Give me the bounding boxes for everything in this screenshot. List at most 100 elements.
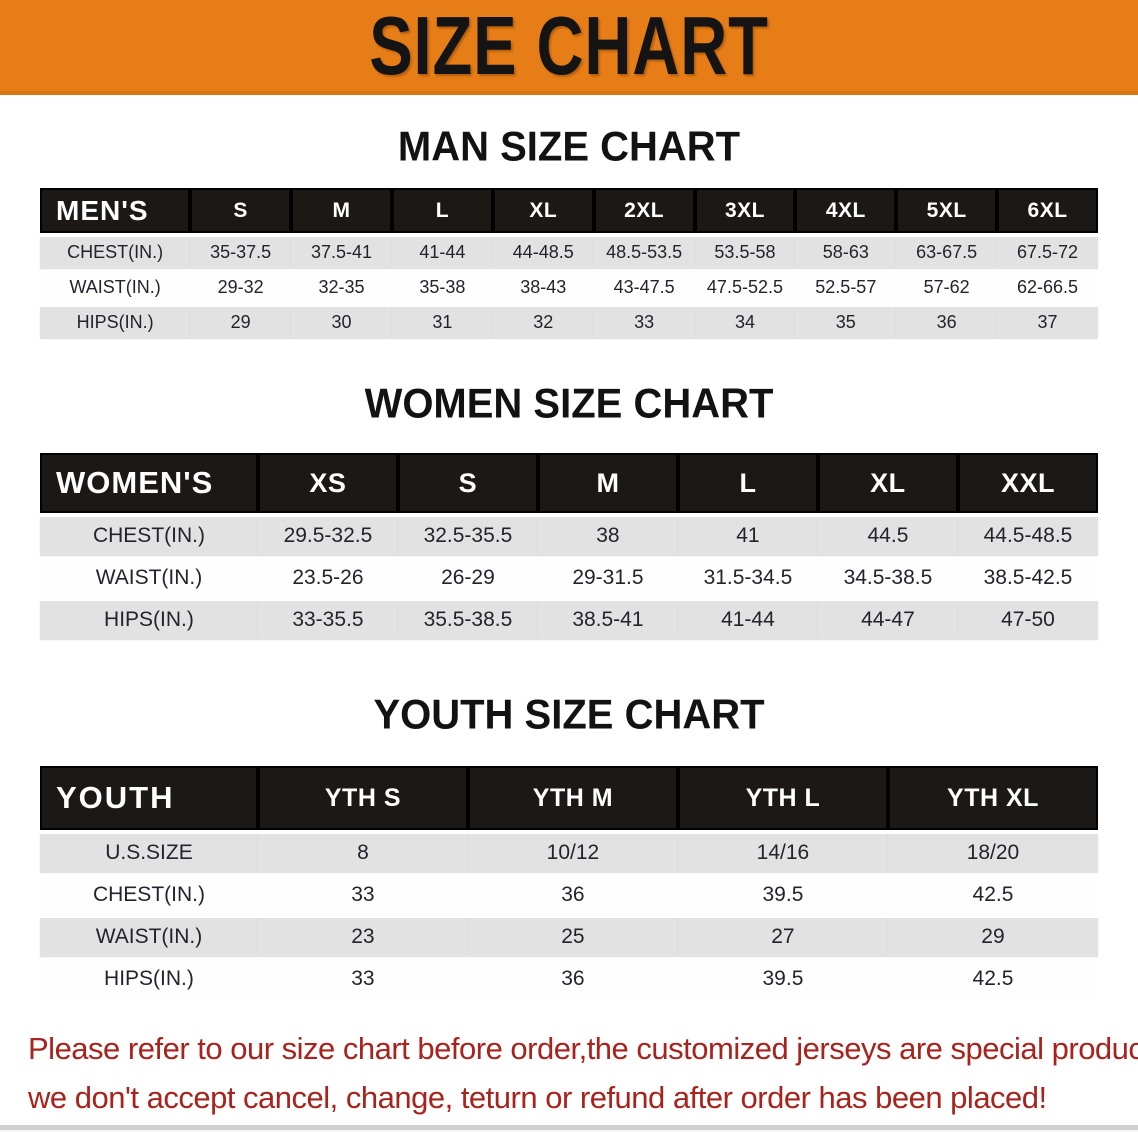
section-heading: MAN SIZE CHART [397,123,741,171]
size-value-cell: 27 [677,918,888,956]
size-value-cell: 29.5-32.5 [257,517,398,555]
table-row: HIPS(IN.) 29 30 31 32 33 34 35 36 37 [40,307,1098,338]
size-value-cell: 26-29 [397,559,538,597]
row-label: CHEST(IN.) [40,876,258,914]
size-value-cell: 32-35 [291,272,392,303]
table-row: WAIST(IN.) 23 25 27 29 [40,918,1098,956]
size-value-cell: 38-43 [492,272,594,303]
bottom-divider [0,1125,1138,1132]
size-table: YOUTH YTH S YTH M YTH L YTH XL U.S.SIZE 8 10/12… [40,762,1098,1002]
size-value-cell: 29-31.5 [537,559,678,597]
size-value-cell: 33 [593,307,695,338]
table-corner-label: WOMEN'S [40,453,258,513]
row-label: HIPS(IN.) [40,307,191,338]
chart-section: YOUTH SIZE CHART YOUTH YTH S YTH M YTH L YTH … [0,691,1138,1002]
size-value-cell: 41-44 [677,601,818,639]
row-label: WAIST(IN.) [40,918,258,956]
table-header-row: WOMEN'S XS S M L XL XXL [40,453,1098,513]
row-label: CHEST(IN.) [40,237,191,268]
size-value-cell: 44-47 [817,601,958,639]
size-column-header: 5XL [896,188,998,233]
size-value-cell: 38.5-42.5 [957,559,1098,597]
size-value-cell: 37.5-41 [291,237,392,268]
size-value-cell: 63-67.5 [896,237,998,268]
banner: SIZE CHART [0,0,1138,95]
size-value-cell: 29-32 [190,272,292,303]
size-column-header: S [190,188,292,233]
size-value-cell: 37 [997,307,1098,338]
table-row: HIPS(IN.) 33 36 39.5 42.5 [40,960,1098,998]
size-value-cell: 53.5-58 [694,237,796,268]
row-label: WAIST(IN.) [40,559,258,597]
size-value-cell: 62-66.5 [997,272,1098,303]
size-column-header: 4XL [795,188,897,233]
page-title: SIZE CHART [369,0,769,92]
size-column-header: YTH S [257,766,468,830]
size-value-cell: 39.5 [677,876,888,914]
size-column-header: XXL [957,453,1098,513]
chart-section: WOMEN SIZE CHART WOMEN'S XS S M L XL XXL CHEST(I… [0,380,1138,643]
size-column-header: YTH M [467,766,678,830]
table-row: CHEST(IN.) 29.5-32.5 32.5-35.5 38 41 44.5 44.5… [40,517,1098,555]
size-value-cell: 35-38 [391,272,493,303]
size-column-header: L [677,453,818,513]
table-header-row: YOUTH YTH S YTH M YTH L YTH XL [40,766,1098,830]
size-value-cell: 36 [467,876,678,914]
size-value-cell: 36 [467,960,678,998]
disclaimer-line-2: we don't accept cancel, change, teturn o… [28,1080,1047,1115]
row-label: U.S.SIZE [40,834,258,872]
size-value-cell: 33-35.5 [257,601,398,639]
size-value-cell: 42.5 [887,876,1098,914]
disclaimer: Please refer to our size chart before or… [28,1024,1138,1122]
size-column-header: 6XL [997,188,1098,233]
size-value-cell: 31.5-34.5 [677,559,818,597]
charts-container: MAN SIZE CHART MEN'S S M L XL 2XL 3XL 4XL 5XL 6XL C… [0,95,1138,1002]
size-value-cell: 23 [257,918,468,956]
size-value-cell: 44.5-48.5 [957,517,1098,555]
size-value-cell: 31 [391,307,493,338]
size-value-cell: 38.5-41 [537,601,678,639]
size-value-cell: 33 [257,876,468,914]
size-column-header: YTH XL [887,766,1098,830]
chart-section: MAN SIZE CHART MEN'S S M L XL 2XL 3XL 4XL 5XL 6XL C… [0,123,1138,342]
size-value-cell: 33 [257,960,468,998]
size-value-cell: 35 [795,307,897,338]
size-table: WOMEN'S XS S M L XL XXL CHEST(IN.) 29.5-32.5 32.5… [40,449,1098,643]
size-column-header: M [537,453,678,513]
size-value-cell: 25 [467,918,678,956]
size-value-cell: 34 [694,307,796,338]
size-value-cell: 52.5-57 [795,272,897,303]
size-value-cell: 35.5-38.5 [397,601,538,639]
table-row: U.S.SIZE 8 10/12 14/16 18/20 [40,834,1098,872]
size-column-header: XS [257,453,398,513]
size-value-cell: 39.5 [677,960,888,998]
size-value-cell: 47-50 [957,601,1098,639]
size-value-cell: 10/12 [467,834,678,872]
size-value-cell: 41 [677,517,818,555]
size-value-cell: 48.5-53.5 [593,237,695,268]
section-heading: YOUTH SIZE CHART [373,691,765,739]
size-value-cell: 32.5-35.5 [397,517,538,555]
row-label: HIPS(IN.) [40,601,258,639]
size-value-cell: 34.5-38.5 [817,559,958,597]
size-column-header: S [397,453,538,513]
size-column-header: 3XL [694,188,796,233]
size-value-cell: 58-63 [795,237,897,268]
table-row: WAIST(IN.) 23.5-26 26-29 29-31.5 31.5-34.5 34… [40,559,1098,597]
size-value-cell: 18/20 [887,834,1098,872]
size-column-header: 2XL [593,188,695,233]
size-value-cell: 23.5-26 [257,559,398,597]
size-column-header: L [391,188,493,233]
section-heading: WOMEN SIZE CHART [364,380,774,428]
table-row: CHEST(IN.) 33 36 39.5 42.5 [40,876,1098,914]
size-column-header: XL [492,188,594,233]
size-value-cell: 36 [896,307,998,338]
size-value-cell: 14/16 [677,834,888,872]
size-value-cell: 44.5 [817,517,958,555]
size-column-header: XL [817,453,958,513]
table-corner-label: MEN'S [40,188,191,233]
table-row: CHEST(IN.) 35-37.5 37.5-41 41-44 44-48.5 48.5… [40,237,1098,268]
table-row: WAIST(IN.) 29-32 32-35 35-38 38-43 43-47.5 47.… [40,272,1098,303]
table-corner-label: YOUTH [40,766,258,830]
size-value-cell: 43-47.5 [593,272,695,303]
